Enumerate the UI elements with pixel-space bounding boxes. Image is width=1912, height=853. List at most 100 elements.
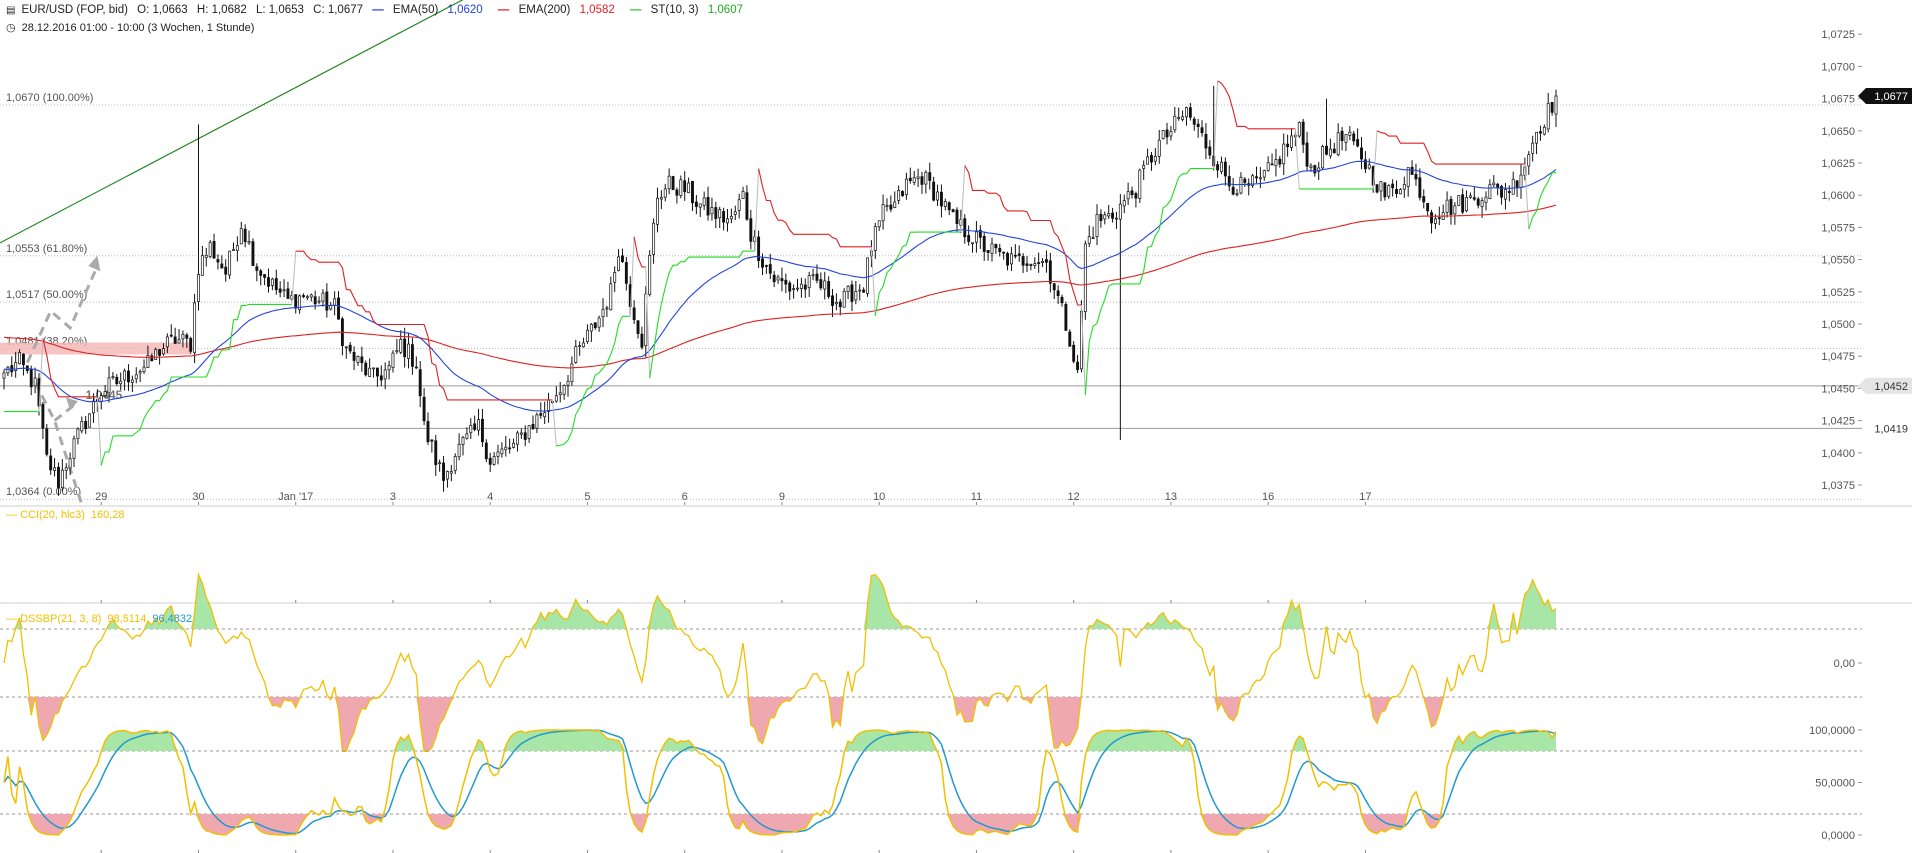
candle-body xyxy=(1192,118,1196,125)
candle-body xyxy=(640,333,644,348)
price-tick-label: 1,0400 xyxy=(1821,448,1855,460)
candle-body xyxy=(251,241,255,266)
candle-body xyxy=(893,201,897,208)
supertrend-legend[interactable]: — ST(10, 3) 1,0607 xyxy=(629,4,743,16)
candle-body xyxy=(1379,181,1383,192)
candle-body xyxy=(846,285,850,293)
candle-body xyxy=(313,296,317,305)
candle-body xyxy=(53,467,57,471)
price-tick-label: 1,0500 xyxy=(1821,319,1855,331)
candle-body xyxy=(228,250,232,276)
candle-body xyxy=(1496,183,1500,188)
main-grid xyxy=(0,505,1912,604)
candle-body xyxy=(768,264,772,274)
supertrend-value: 1,0607 xyxy=(707,4,743,16)
cci-legend[interactable]: — CCI(20, hlc3) 160,28 xyxy=(6,509,125,521)
candle-body xyxy=(803,284,807,290)
candle-body xyxy=(1550,101,1554,113)
ema200-legend[interactable]: — EMA(200) 1,0582 xyxy=(497,4,615,16)
trend-line[interactable] xyxy=(0,0,471,244)
candle-body xyxy=(807,275,811,288)
candle-body xyxy=(687,182,691,194)
candle-body xyxy=(259,270,263,276)
candle-body xyxy=(609,283,613,311)
candle-body xyxy=(1111,212,1115,219)
candle-body xyxy=(1091,237,1095,239)
candle-body xyxy=(675,189,679,196)
candle-body xyxy=(1103,214,1107,220)
candle-body xyxy=(1309,165,1313,168)
candle-body xyxy=(1453,205,1457,215)
candle-body xyxy=(994,244,998,249)
candle-body xyxy=(165,336,169,348)
candle-body xyxy=(1426,203,1430,212)
candle-body xyxy=(189,338,193,352)
candle-body xyxy=(1282,143,1286,165)
candle-body xyxy=(967,235,971,242)
cci-value: 160,28 xyxy=(91,509,125,521)
supertrend-flip xyxy=(1294,128,1300,189)
candle-body xyxy=(1542,126,1546,135)
trend-line-segment[interactable] xyxy=(0,0,471,244)
candle-body xyxy=(1204,133,1208,149)
ema200-value: 1,0582 xyxy=(579,4,615,16)
candle-body xyxy=(1161,130,1165,140)
candle-body xyxy=(1169,131,1173,137)
instrument-header: ▤ EUR/USD (FOP, bid) O: 1,0663 H: 1,0682 … xyxy=(6,4,755,16)
ema50-legend[interactable]: — EMA(50) 1,0620 xyxy=(372,4,483,16)
cci-pane[interactable]: 0,00— CCI(20, hlc3) 160,28 xyxy=(0,509,1862,753)
candle-body xyxy=(1488,184,1492,199)
candle-body xyxy=(1507,191,1511,193)
candle-body xyxy=(963,218,967,238)
price-axis[interactable]: 1,0375 1,0400 1,0425 1,0450 1,0475 1,0500 1,05… xyxy=(1821,29,1862,492)
candle-body xyxy=(1243,178,1247,183)
candle-body xyxy=(1173,115,1177,131)
candle-body xyxy=(360,356,364,364)
candle-body xyxy=(134,374,138,380)
candle-body xyxy=(442,462,445,481)
candle-body xyxy=(422,396,426,422)
candle-body xyxy=(14,362,18,372)
supertrend-line xyxy=(100,303,292,466)
candle-body xyxy=(1398,189,1402,195)
candle-body xyxy=(726,218,729,224)
candle-body xyxy=(333,298,337,306)
candle-body xyxy=(235,245,239,251)
candle-body xyxy=(601,309,605,318)
dss-legend[interactable]: — DSSBP(21, 3, 8) 98,5114 96,4832 xyxy=(6,613,192,625)
candle-body xyxy=(920,176,924,185)
candle-body xyxy=(18,352,22,365)
price-tick-label: 1,0600 xyxy=(1821,190,1855,202)
candle-body xyxy=(652,222,656,255)
candle-body xyxy=(387,365,391,371)
candle-body xyxy=(111,376,115,379)
candle-body xyxy=(1321,146,1325,169)
ohlc-high: H: 1,0682 xyxy=(196,4,247,16)
candle-body xyxy=(663,188,667,198)
time-tick-label: 30 xyxy=(192,491,204,503)
candle-body xyxy=(796,287,799,290)
price-tick-label: 1,0550 xyxy=(1821,255,1855,267)
dss-tick-label: 50,0000 xyxy=(1815,778,1855,790)
supertrend-flip xyxy=(96,396,102,466)
candle-body xyxy=(741,191,745,199)
time-axis[interactable]: 29 30 Jan '17 3 4 5 6 9 10 11 12 13 16 17 xyxy=(95,491,1372,853)
price-tick-label: 1,0375 xyxy=(1821,480,1855,492)
candle-body xyxy=(780,278,784,282)
supertrend-line xyxy=(649,250,755,379)
candle-body xyxy=(1115,217,1118,220)
candle-body xyxy=(1044,259,1048,263)
candle-body xyxy=(1433,218,1437,224)
candle-body xyxy=(1239,176,1243,194)
candle-body xyxy=(305,296,309,299)
candle-body xyxy=(1500,186,1503,198)
candle-body xyxy=(722,211,726,223)
chart-type-icon[interactable]: ▤ xyxy=(6,5,16,16)
candle-body xyxy=(492,456,496,465)
ema50-line xyxy=(3,160,1557,412)
candle-body xyxy=(815,273,819,281)
candle-body xyxy=(570,363,574,382)
candle-body xyxy=(127,370,130,383)
candle-body xyxy=(243,228,247,243)
